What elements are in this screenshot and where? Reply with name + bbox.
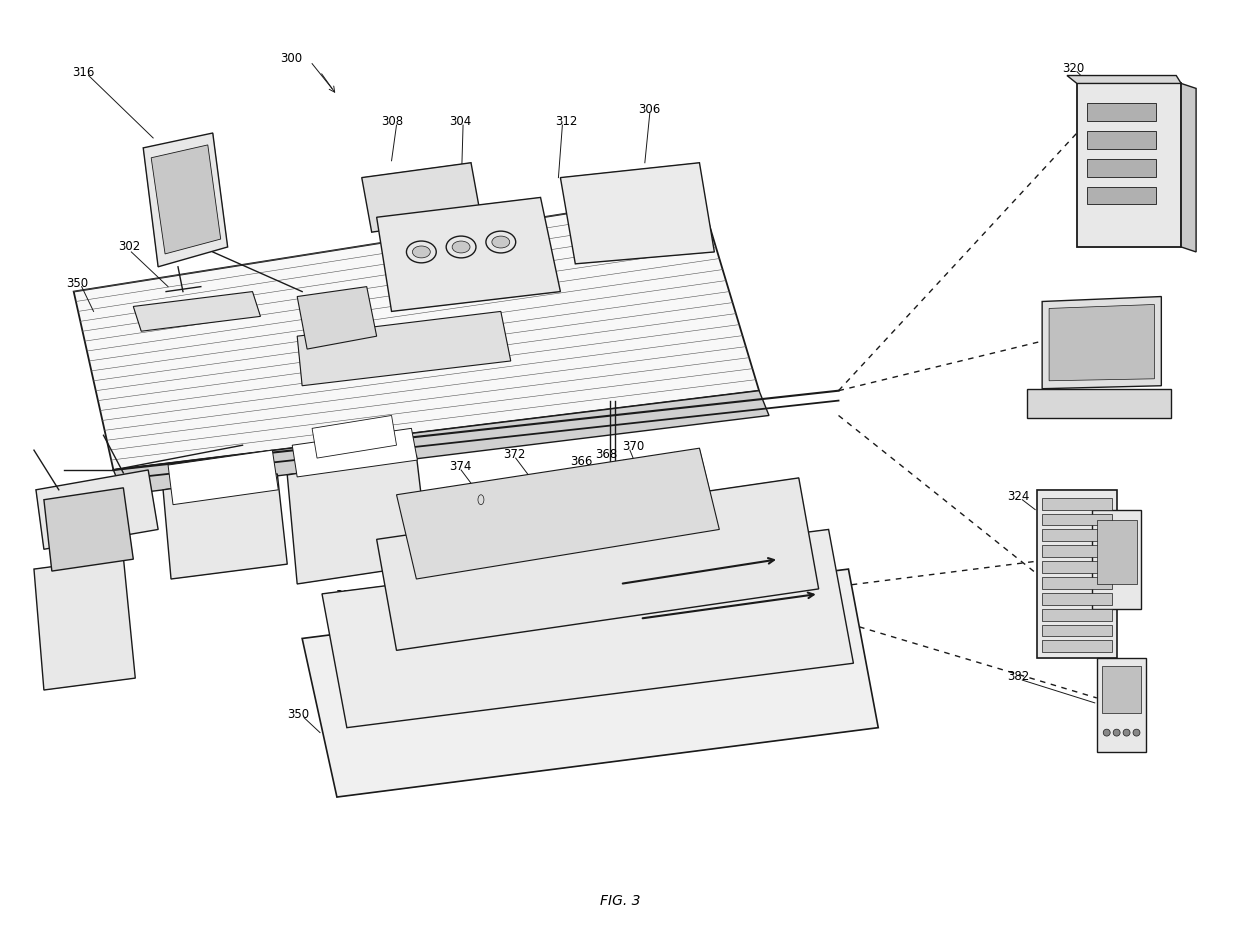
Text: 302: 302 bbox=[118, 240, 140, 253]
Polygon shape bbox=[397, 448, 719, 579]
Polygon shape bbox=[151, 145, 221, 254]
Text: 362: 362 bbox=[438, 716, 460, 728]
Polygon shape bbox=[164, 474, 288, 579]
Bar bbox=[1086, 159, 1157, 177]
Bar bbox=[1042, 640, 1112, 653]
Text: 324: 324 bbox=[1007, 490, 1029, 503]
Text: 360: 360 bbox=[583, 698, 605, 711]
Bar bbox=[1042, 625, 1112, 637]
Polygon shape bbox=[73, 193, 759, 470]
Polygon shape bbox=[1096, 520, 1137, 584]
Text: 370: 370 bbox=[622, 440, 645, 453]
Text: 350: 350 bbox=[66, 277, 88, 290]
Text: 352: 352 bbox=[438, 693, 460, 706]
Text: 314: 314 bbox=[580, 564, 603, 577]
Polygon shape bbox=[298, 311, 511, 386]
Polygon shape bbox=[560, 163, 714, 264]
Bar bbox=[1042, 609, 1112, 621]
Text: 366: 366 bbox=[570, 455, 593, 468]
Ellipse shape bbox=[453, 241, 470, 253]
Circle shape bbox=[1114, 729, 1120, 736]
Text: 306: 306 bbox=[637, 103, 660, 116]
Polygon shape bbox=[1037, 490, 1117, 658]
Polygon shape bbox=[1096, 658, 1147, 753]
Circle shape bbox=[1123, 729, 1130, 736]
Text: 364: 364 bbox=[397, 490, 419, 503]
Bar bbox=[1042, 545, 1112, 557]
Polygon shape bbox=[322, 529, 853, 727]
Bar bbox=[1042, 561, 1112, 573]
Polygon shape bbox=[1027, 389, 1172, 419]
Bar bbox=[1042, 593, 1112, 605]
Polygon shape bbox=[113, 391, 769, 495]
Bar bbox=[1086, 186, 1157, 205]
Text: 316: 316 bbox=[72, 65, 94, 79]
Polygon shape bbox=[1042, 296, 1162, 389]
Polygon shape bbox=[362, 163, 481, 232]
Polygon shape bbox=[303, 569, 878, 797]
Bar bbox=[1042, 497, 1112, 510]
Ellipse shape bbox=[492, 236, 510, 248]
Text: 368: 368 bbox=[595, 448, 618, 461]
Polygon shape bbox=[288, 455, 429, 584]
Text: 388: 388 bbox=[1065, 502, 1087, 514]
Polygon shape bbox=[377, 478, 818, 651]
Text: 356: 356 bbox=[512, 726, 534, 739]
Polygon shape bbox=[1091, 510, 1142, 609]
Bar bbox=[1042, 529, 1112, 541]
Polygon shape bbox=[377, 197, 560, 311]
Text: 304: 304 bbox=[449, 115, 471, 128]
Text: 358: 358 bbox=[556, 712, 578, 726]
Polygon shape bbox=[1182, 83, 1197, 252]
Polygon shape bbox=[1049, 305, 1154, 381]
Text: 384: 384 bbox=[335, 589, 357, 602]
Ellipse shape bbox=[413, 246, 430, 258]
Text: 350: 350 bbox=[288, 708, 309, 721]
Polygon shape bbox=[33, 557, 135, 690]
Polygon shape bbox=[133, 292, 260, 331]
Polygon shape bbox=[43, 488, 133, 571]
Text: 312: 312 bbox=[556, 115, 578, 128]
Polygon shape bbox=[312, 415, 397, 458]
Circle shape bbox=[1104, 729, 1110, 736]
Polygon shape bbox=[36, 470, 159, 549]
Bar bbox=[1086, 131, 1157, 149]
Polygon shape bbox=[1102, 667, 1142, 712]
Text: 382: 382 bbox=[1007, 670, 1029, 683]
Bar bbox=[1042, 513, 1112, 525]
Polygon shape bbox=[293, 428, 418, 477]
Text: 300: 300 bbox=[280, 51, 303, 65]
Text: 320: 320 bbox=[1061, 62, 1084, 75]
Circle shape bbox=[1133, 729, 1140, 736]
Text: 308: 308 bbox=[382, 115, 404, 128]
Polygon shape bbox=[144, 133, 228, 266]
Text: 374: 374 bbox=[449, 460, 471, 473]
Bar bbox=[1086, 103, 1157, 122]
Text: 394: 394 bbox=[709, 680, 732, 693]
Polygon shape bbox=[1076, 83, 1182, 247]
Polygon shape bbox=[169, 450, 278, 505]
Text: FIG. 3: FIG. 3 bbox=[600, 894, 640, 908]
Bar bbox=[1042, 577, 1112, 589]
Polygon shape bbox=[298, 287, 377, 349]
Ellipse shape bbox=[467, 490, 495, 529]
Text: 372: 372 bbox=[502, 448, 526, 461]
Polygon shape bbox=[1066, 76, 1182, 83]
